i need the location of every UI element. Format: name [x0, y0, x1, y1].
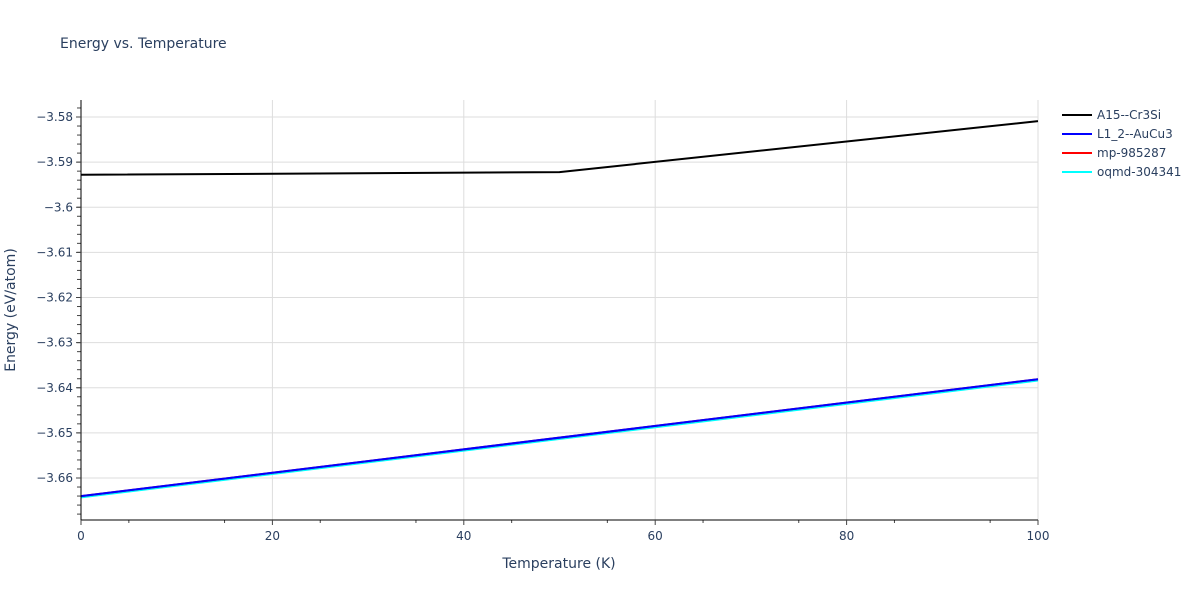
legend-label: mp-985287	[1097, 146, 1166, 160]
x-tick-label: 100	[1027, 529, 1050, 543]
legend-label: oqmd-304341	[1097, 165, 1181, 179]
y-axis-title: Energy (eV/atom)	[3, 248, 19, 372]
x-tick-label: 60	[648, 529, 663, 543]
x-tick-label: 20	[265, 529, 280, 543]
x-axis-ticks: 0 20 40 60 80 100	[77, 520, 1049, 543]
legend-item[interactable]: oqmd-304341	[1062, 165, 1181, 179]
y-tick-label: −3.6	[44, 200, 73, 214]
y-axis-ticks: −3.58 −3.59 −3.6 −3.61 −3.62 −3.63 −3.64 −3.65 −…	[36, 110, 81, 485]
x-axis-title: Temperature (K)	[501, 556, 615, 572]
x-tick-label: 40	[456, 529, 471, 543]
legend-label: A15--Cr3Si	[1097, 108, 1161, 122]
legend-label: L1_2--AuCu3	[1097, 127, 1173, 141]
legend-item[interactable]: mp-985287	[1062, 146, 1166, 160]
y-tick-label: −3.63	[36, 336, 73, 350]
x-tick-label: 0	[77, 529, 85, 543]
y-tick-label: −3.61	[36, 245, 73, 259]
legend-item[interactable]: A15--Cr3Si	[1062, 108, 1161, 122]
minor-ticks	[77, 107, 991, 523]
series-line-oqmd-304341	[80, 379, 1039, 499]
plot-lines	[80, 120, 1039, 499]
y-tick-label: −3.65	[36, 426, 73, 440]
y-tick-label: −3.59	[36, 155, 73, 169]
y-tick-label: −3.62	[36, 291, 73, 305]
y-tick-label: −3.66	[36, 471, 73, 485]
y-tick-label: −3.58	[36, 110, 73, 124]
series-line-l1-2-aucu3	[80, 378, 1039, 498]
series-line-a15-cr3si	[80, 120, 1039, 176]
gridlines	[81, 100, 1039, 520]
legend-item[interactable]: L1_2--AuCu3	[1062, 127, 1173, 141]
y-tick-label: −3.64	[36, 381, 73, 395]
chart-title: Energy vs. Temperature	[60, 36, 227, 52]
x-tick-label: 80	[839, 529, 854, 543]
legend: A15--Cr3Si L1_2--AuCu3 mp-985287 oqmd-30434…	[1062, 108, 1181, 179]
